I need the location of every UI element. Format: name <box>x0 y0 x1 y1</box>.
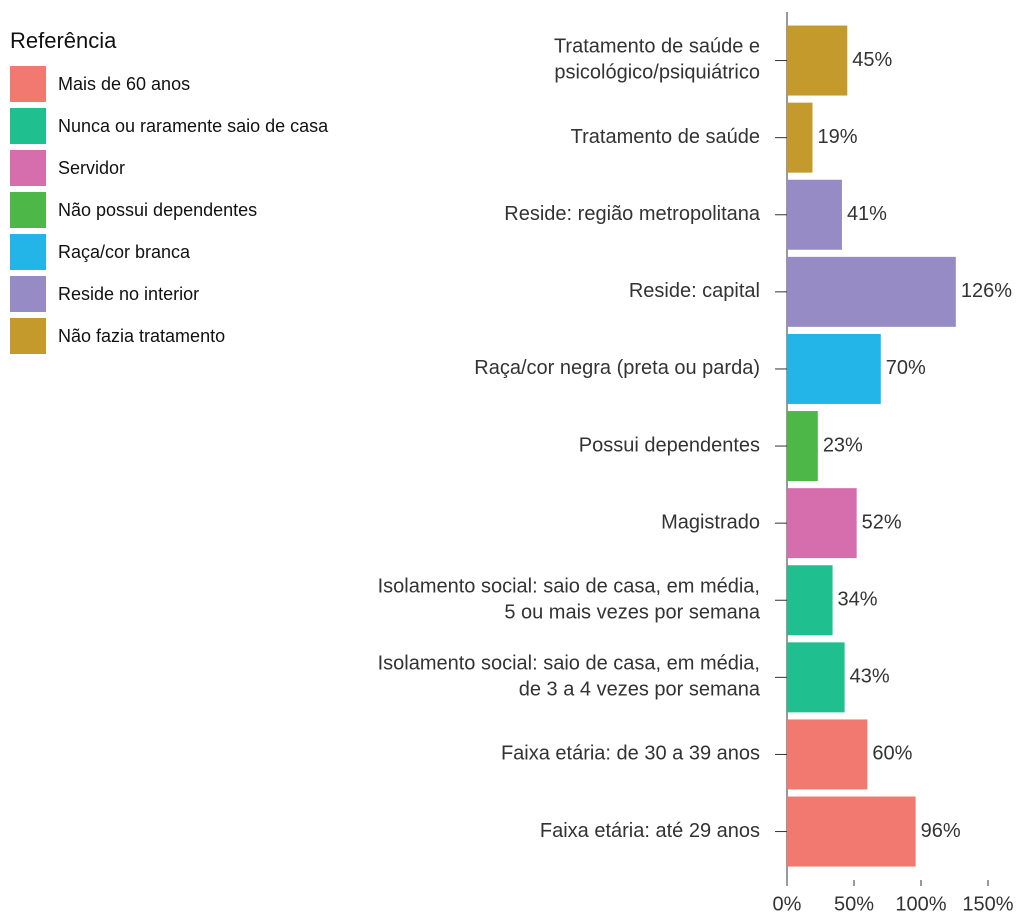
value-label: 34% <box>838 589 878 611</box>
legend-title: Referência <box>10 28 117 53</box>
x-tick-label: 50% <box>834 893 874 915</box>
legend-label: Mais de 60 anos <box>58 74 190 94</box>
bar <box>787 256 956 327</box>
bar <box>787 25 848 96</box>
bar <box>787 488 857 559</box>
bar <box>787 642 845 713</box>
bar <box>787 179 842 250</box>
bar <box>787 333 881 404</box>
value-label: 41% <box>847 203 887 225</box>
value-label: 43% <box>850 666 890 688</box>
bar <box>787 565 833 636</box>
value-label: 60% <box>872 743 912 765</box>
bar <box>787 719 868 790</box>
value-label: 45% <box>852 49 892 71</box>
value-label: 70% <box>886 357 926 379</box>
x-tick-label: 100% <box>895 893 946 915</box>
value-label: 52% <box>862 511 902 533</box>
legend-swatch <box>10 276 46 312</box>
y-tick-label: Tratamento de saúde <box>571 126 760 148</box>
legend-label: Raça/cor branca <box>58 242 191 262</box>
x-tick-label: 0% <box>773 893 802 915</box>
value-label: 96% <box>921 820 961 842</box>
value-label: 126% <box>961 280 1012 302</box>
y-tick-label: Tratamento de saúde e psicológico/psiquiá… <box>554 36 760 84</box>
y-tick-label: Faixa etária: de 30 a 39 anos <box>501 743 760 765</box>
bar <box>787 411 818 482</box>
y-tick-label: Magistrado <box>661 511 760 533</box>
y-tick-label: Reside: capital <box>629 280 760 302</box>
legend-label: Reside no interior <box>58 284 199 304</box>
legend-label: Nunca ou raramente saio de casa <box>58 116 329 136</box>
y-tick-label: Faixa etária: até 29 anos <box>540 820 760 842</box>
y-tick-label: Isolamento social: saio de casa, em médi… <box>378 653 761 701</box>
legend-swatch <box>10 66 46 102</box>
legend-label: Não fazia tratamento <box>58 326 225 346</box>
value-label: 19% <box>817 126 857 148</box>
x-tick-label: 150% <box>962 893 1013 915</box>
legend-swatch <box>10 150 46 186</box>
legend-label: Servidor <box>58 158 125 178</box>
y-tick-label: Isolamento social: saio de casa, em médi… <box>378 576 761 624</box>
bar <box>787 102 813 173</box>
legend-swatch <box>10 318 46 354</box>
legend-swatch <box>10 108 46 144</box>
y-tick-label: Raça/cor negra (preta ou parda) <box>474 357 760 379</box>
y-tick-label: Reside: região metropolitana <box>504 203 761 225</box>
value-label: 23% <box>823 434 863 456</box>
legend-swatch <box>10 234 46 270</box>
legend-swatch <box>10 192 46 228</box>
y-tick-label: Possui dependentes <box>579 434 760 456</box>
bar <box>787 796 916 867</box>
legend-label: Não possui dependentes <box>58 200 257 220</box>
